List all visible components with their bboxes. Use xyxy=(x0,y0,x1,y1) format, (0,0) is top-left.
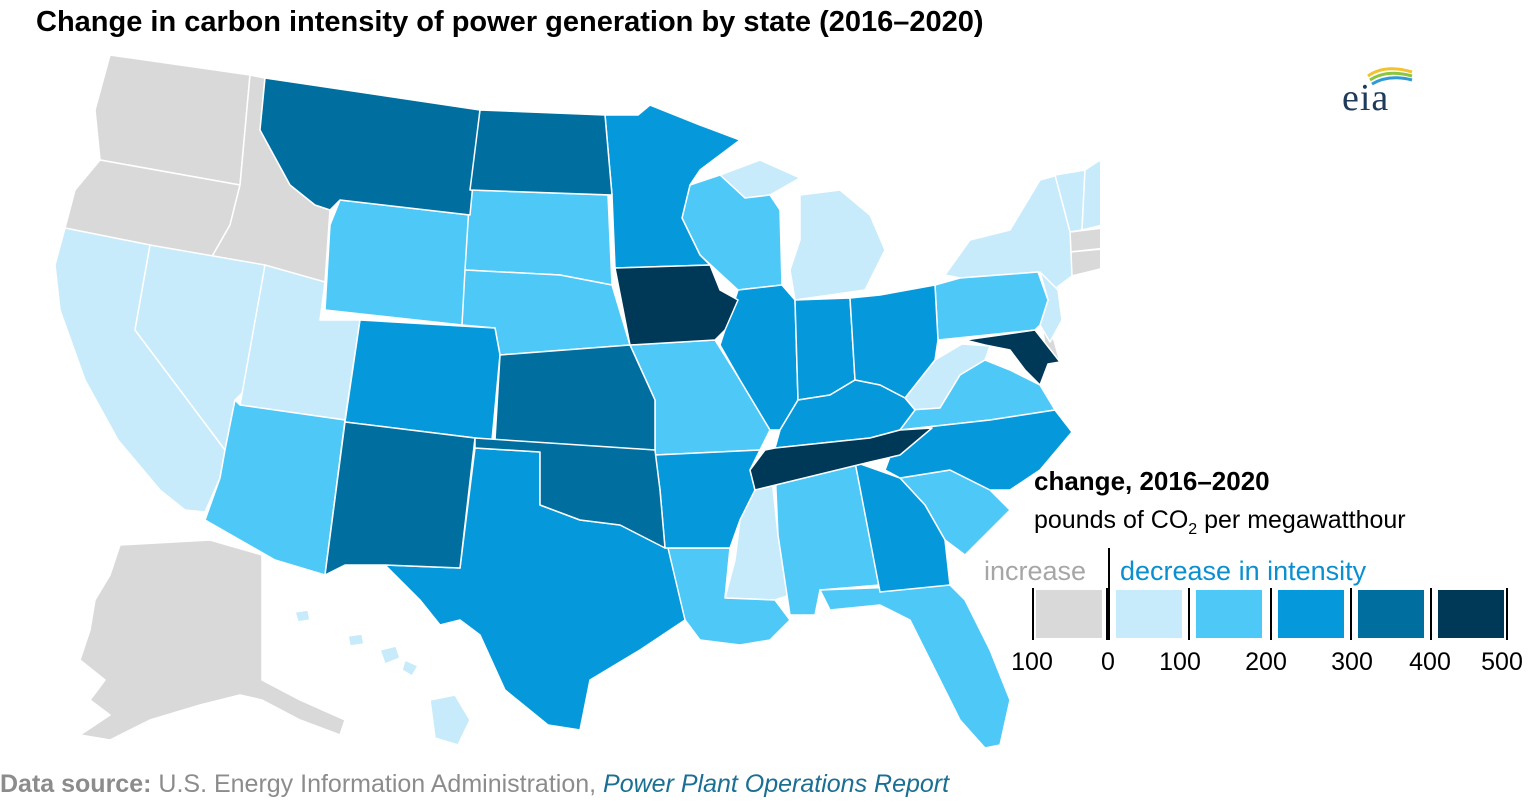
state-ak xyxy=(79,539,346,741)
legend-title: change, 2016–2020 xyxy=(1034,466,1270,496)
legend-tick-label: 100 xyxy=(1159,648,1201,676)
legend-unit: pounds of CO2 per megawatthour xyxy=(1034,506,1406,538)
state-ny xyxy=(944,174,1073,289)
legend-tick xyxy=(1188,588,1190,640)
legend-swatch-increase xyxy=(1036,590,1102,638)
data-source-text: U.S. Energy Information Administration, xyxy=(151,770,604,798)
state-tn xyxy=(749,427,933,491)
legend-swatch-300-400 xyxy=(1358,590,1424,638)
chart-title: Change in carbon intensity of power gene… xyxy=(36,6,984,38)
legend-swatch-0-100 xyxy=(1116,590,1182,638)
legend-swatch-400-500 xyxy=(1438,590,1504,638)
legend-divider xyxy=(1108,548,1110,640)
legend-swatch-100-200 xyxy=(1196,590,1262,638)
data-source-label: Data source: xyxy=(0,770,152,798)
state-md xyxy=(964,329,1061,386)
legend-tick-label: 0 xyxy=(1101,648,1115,676)
legend-tick-label: 200 xyxy=(1245,648,1287,676)
state-pa xyxy=(934,271,1049,341)
legend-tick xyxy=(1106,588,1108,640)
us-state-map xyxy=(54,54,1100,749)
eia-logo: eia xyxy=(1340,62,1420,122)
state-hi xyxy=(294,609,471,746)
logo-text: eia xyxy=(1342,77,1390,119)
state-co xyxy=(344,319,501,441)
legend-tick-label: 300 xyxy=(1331,648,1373,676)
legend-decrease-label: decrease in intensity xyxy=(1120,556,1367,586)
legend-tick xyxy=(1032,588,1034,640)
state-ia xyxy=(614,264,739,346)
legend-swatch-200-300 xyxy=(1278,590,1344,638)
state-ok xyxy=(474,437,666,549)
legend-tick xyxy=(1506,588,1508,640)
state-ks xyxy=(494,344,656,456)
legend-tick-label: 400 xyxy=(1409,648,1451,676)
state-la xyxy=(664,547,791,646)
decrease-400-500-states xyxy=(614,264,1061,491)
state-ct xyxy=(1069,248,1100,277)
state-nh xyxy=(1081,159,1100,231)
logo-swoosh-icon xyxy=(1367,67,1413,86)
state-nc xyxy=(884,409,1073,491)
decrease-200-300-states xyxy=(344,104,1073,731)
data-source: Data source: U.S. Energy Information Adm… xyxy=(0,770,949,799)
data-source-report-link[interactable]: Power Plant Operations Report xyxy=(603,770,950,798)
state-nm xyxy=(324,421,476,576)
decrease-300-400-states xyxy=(259,77,666,576)
decrease-0-100-states xyxy=(54,150,1100,746)
legend-tick-label: 500 xyxy=(1481,648,1523,676)
legend-tick xyxy=(1350,588,1352,640)
state-ga xyxy=(854,461,951,593)
state-wy xyxy=(324,199,471,326)
state-nd xyxy=(469,109,613,196)
legend-tick xyxy=(1430,588,1432,640)
legend-increase-label: increase xyxy=(984,556,1087,586)
increase-states xyxy=(64,54,1100,741)
legend-tick-label: 100 xyxy=(1011,648,1053,676)
state-fl xyxy=(819,584,1011,749)
decrease-100-200-states xyxy=(204,174,1056,749)
legend-tick xyxy=(1270,588,1272,640)
